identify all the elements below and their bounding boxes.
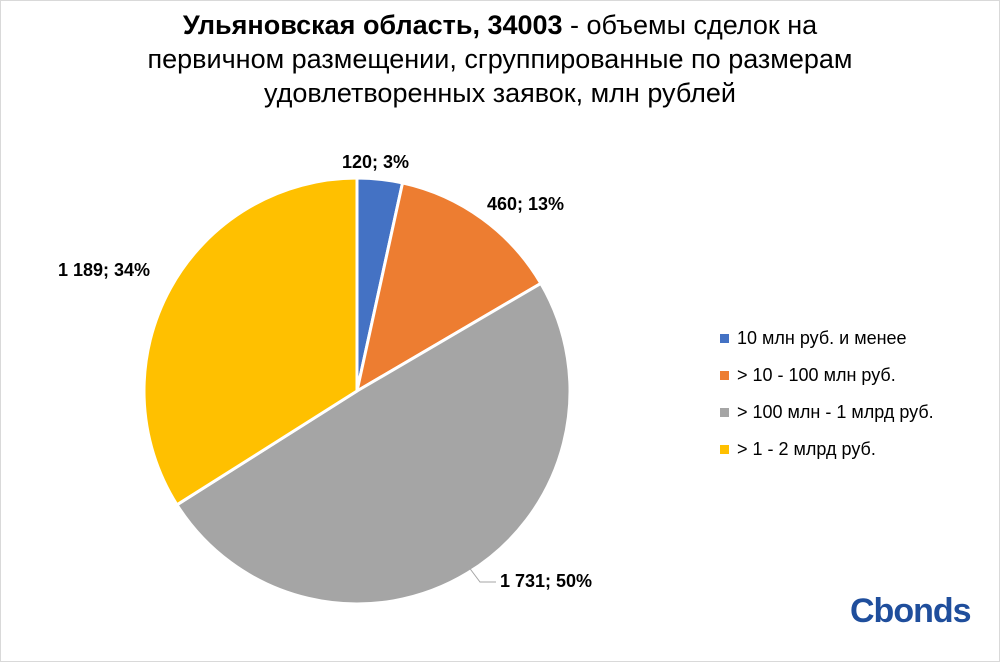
leader-line — [467, 565, 496, 583]
legend: 10 млн руб. и менее > 10 - 100 млн руб. > … — [720, 320, 934, 468]
chart-title: Ульяновская область, 34003 - объемы сдел… — [130, 8, 870, 110]
legend-swatch — [720, 334, 729, 343]
data-label-10-100m: 460; 13% — [487, 194, 564, 214]
cbonds-logo: Cbonds — [850, 592, 972, 630]
legend-label: > 100 млн - 1 млрд руб. — [737, 402, 934, 422]
legend-swatch — [720, 445, 729, 454]
data-label-10m-and-less: 120; 3% — [342, 152, 409, 172]
legend-label: > 1 - 2 млрд руб. — [737, 439, 876, 459]
legend-item: > 1 - 2 млрд руб. — [720, 431, 934, 468]
slice-10-100m — [354, 181, 543, 395]
legend-item: 10 млн руб. и менее — [720, 320, 934, 357]
legend-item: > 10 - 100 млн руб. — [720, 357, 934, 394]
chart-title-rest: - объемы сделок на первичном размещении,… — [147, 10, 853, 108]
legend-swatch — [720, 371, 729, 380]
slice-100m-1b — [174, 281, 572, 606]
legend-item: > 100 млн - 1 млрд руб. — [720, 394, 934, 431]
chart-title-bold: Ульяновская область, 34003 — [182, 10, 563, 40]
legend-swatch — [720, 408, 729, 417]
slice-1-2b — [142, 176, 359, 507]
legend-label: > 10 - 100 млн руб. — [737, 365, 896, 385]
data-label-1-2b: 1 189; 34% — [58, 260, 150, 280]
data-label-100m-1b: 1 731; 50% — [500, 571, 592, 591]
legend-label: 10 млн руб. и менее — [737, 328, 907, 348]
